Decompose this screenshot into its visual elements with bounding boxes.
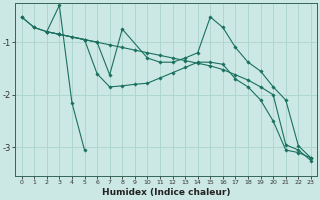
X-axis label: Humidex (Indice chaleur): Humidex (Indice chaleur) [102, 188, 230, 197]
